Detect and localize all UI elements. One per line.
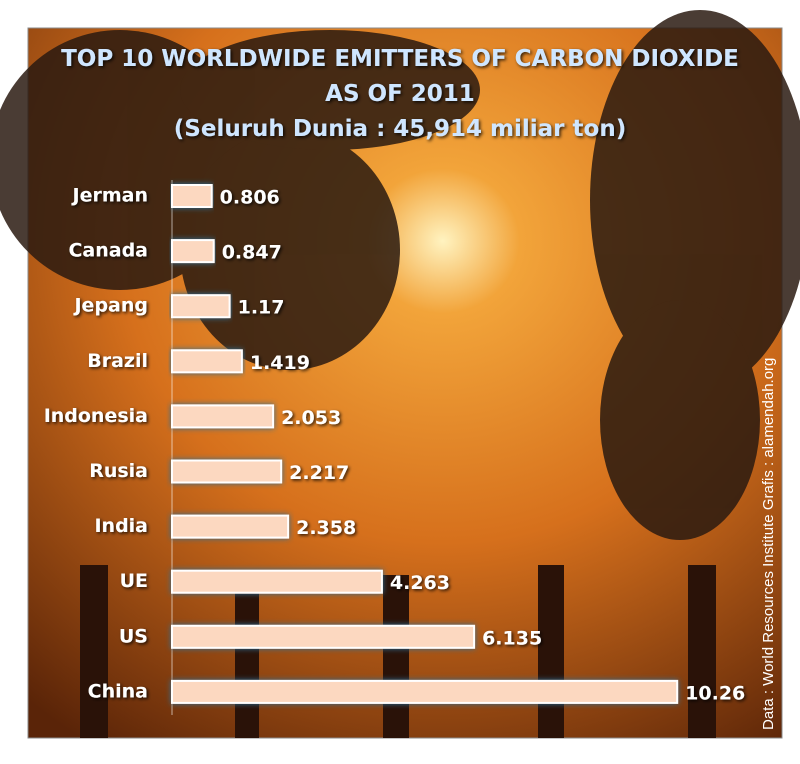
value-label: 4.263 (390, 572, 450, 594)
bar (171, 294, 231, 319)
value-label: 2.053 (281, 407, 341, 429)
bar (171, 184, 213, 208)
chart-title: TOP 10 WORLDWIDE EMITTERS OF CARBON DIOX… (61, 46, 739, 107)
value-label: 2.358 (296, 517, 356, 539)
value-label: 0.806 (220, 187, 280, 209)
category-label: Jerman (71, 185, 148, 207)
bar (171, 349, 243, 374)
bar (171, 514, 290, 539)
category-label: Rusia (89, 460, 148, 482)
category-label: Canada (68, 240, 148, 262)
value-label: 1.17 (238, 297, 285, 319)
category-label: Brazil (87, 350, 148, 372)
smoke (0, 10, 800, 540)
category-label: Indonesia (44, 405, 148, 427)
value-label: 10.26 (685, 682, 745, 704)
category-label: India (94, 515, 148, 537)
chart-subtitle: (Seluruh Dunia : 45,914 miliar ton) (174, 116, 626, 142)
value-label: 0.847 (222, 242, 282, 264)
source-note: Data : World Resources Institute Grafis … (760, 358, 777, 730)
category-label: China (88, 680, 148, 702)
value-label: 2.217 (289, 462, 349, 484)
bar (171, 679, 679, 704)
category-label: US (119, 625, 148, 647)
value-label: 1.419 (250, 352, 310, 374)
bar (171, 624, 476, 649)
bar (171, 569, 383, 594)
bar (171, 404, 275, 429)
category-label: UE (120, 570, 148, 592)
chimneys (80, 565, 716, 738)
bar (171, 459, 283, 484)
category-label: Jepang (72, 295, 148, 317)
value-label: 6.135 (482, 627, 542, 649)
bar (171, 239, 215, 264)
